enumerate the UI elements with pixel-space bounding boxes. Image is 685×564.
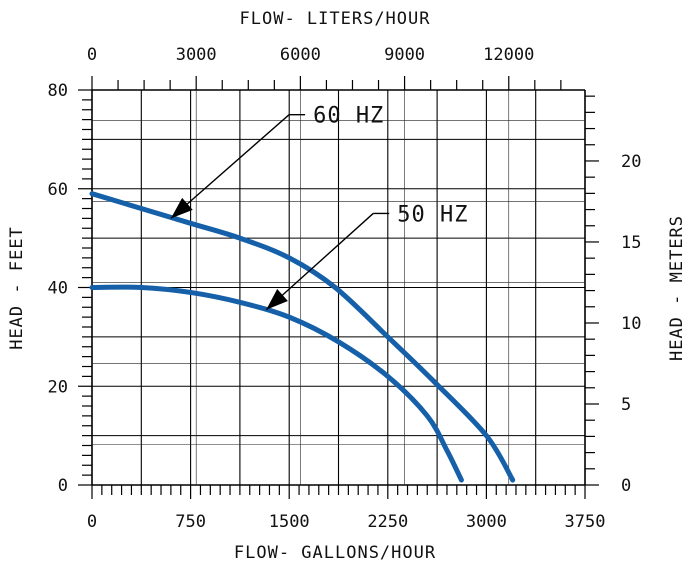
x2-tick-label: 3000 (176, 45, 217, 65)
grid (91, 89, 586, 486)
y2-tick-label: 5 (621, 395, 631, 415)
minor-ticks (78, 76, 599, 499)
x-tick-label: 3000 (466, 512, 507, 532)
annotations: 60 HZ 50 HZ (170, 104, 468, 311)
x-tick-label: 3750 (565, 512, 606, 532)
x2-axis-title: FLOW- LITERS/HOUR (240, 9, 431, 29)
y2-axis-title: HEAD - METERS (667, 215, 685, 361)
x2-tick-label: 9000 (384, 45, 425, 65)
x2-tick-label: 6000 (280, 45, 321, 65)
series-50-hz-line (89, 284, 464, 483)
y2-tick-label: 20 (621, 152, 641, 172)
y-tick-label: 40 (48, 279, 68, 299)
series-60-hz-line (89, 191, 516, 483)
x-tick-label: 750 (175, 512, 206, 532)
annotation-arrowhead-50-hz (266, 289, 288, 310)
y2-tick-label: 0 (621, 476, 631, 496)
annotation-arrowhead-60-hz (170, 197, 193, 219)
x2-tick-label: 12000 (483, 45, 534, 65)
series-layer (89, 191, 516, 483)
x2-tick-label: 0 (87, 45, 97, 65)
x-tick-label: 0 (87, 512, 97, 532)
tick-labels: 0 750 1500 2250 3000 3750 0 3000 6000 9000 12000 0 2… (48, 45, 642, 532)
y2-tick-label: 10 (621, 314, 641, 334)
y-tick-label: 0 (58, 476, 68, 496)
y-tick-label: 80 (48, 81, 68, 101)
y2-tick-label: 15 (621, 233, 641, 253)
x-tick-label: 2250 (367, 512, 408, 532)
x-tick-label: 1500 (269, 512, 310, 532)
annotation-leader-60-hz (170, 114, 290, 219)
x-axis-title: FLOW- GALLONS/HOUR (234, 543, 436, 563)
annotation-label-60-hz: 60 HZ (313, 104, 384, 129)
y-tick-label: 20 (48, 377, 68, 397)
y-tick-label: 60 (48, 180, 68, 200)
y-axis-title: HEAD - FEET (7, 226, 27, 350)
annotation-label-50-hz: 50 HZ (397, 202, 468, 227)
annotation-leader-50-hz (265, 212, 374, 311)
